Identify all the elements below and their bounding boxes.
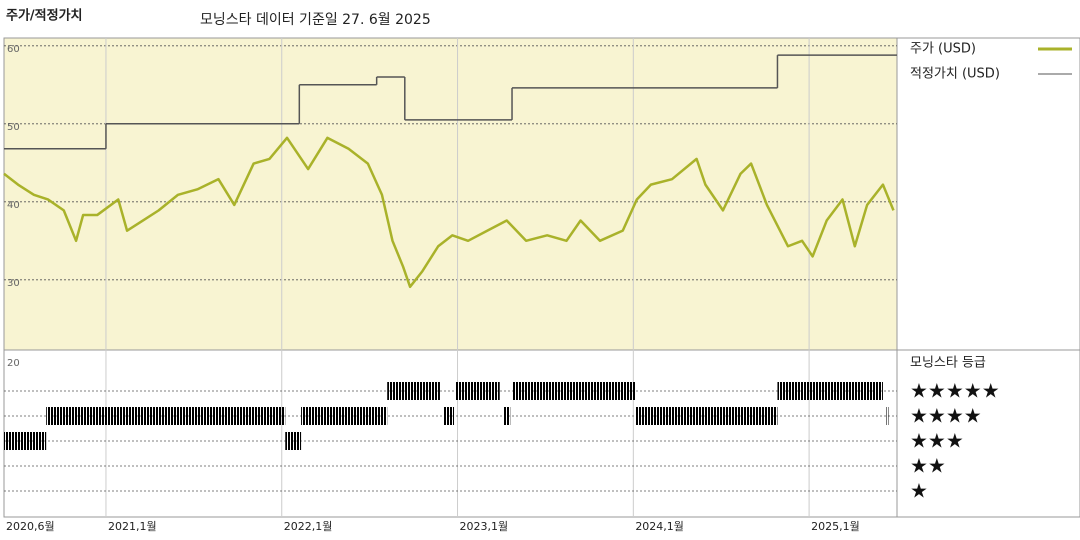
price-line <box>3 136 895 289</box>
rating-bar <box>512 382 636 400</box>
x-tick-label: 2025,1월 <box>811 520 860 533</box>
rating-bar <box>387 382 440 400</box>
rating-level-label: ★ <box>910 479 928 503</box>
rating-bar <box>777 382 883 400</box>
rating-level-label: ★★ <box>910 454 946 478</box>
y-tick-label: 60 <box>7 44 20 55</box>
rating-bar <box>46 407 286 425</box>
y-tick-label: 50 <box>7 122 20 133</box>
legend-label: 적정가치 (USD) <box>910 67 1000 82</box>
x-tick-label: 2024,1월 <box>635 520 684 533</box>
rating-bar <box>503 407 511 425</box>
x-tick-label: 2023,1월 <box>460 520 509 533</box>
frame <box>3 37 1080 518</box>
chart-subtitle: 모닝스타 데이터 기준일 27. 6월 2025 <box>200 12 431 28</box>
ratings-axis-label: 20 <box>7 358 20 369</box>
chart-title: 주가/적정가치 <box>6 8 83 24</box>
legend-label: 주가 (USD) <box>910 42 976 57</box>
price-panel <box>4 38 897 350</box>
x-tick-label: 2022,1월 <box>284 520 333 533</box>
rating-bar <box>4 432 47 450</box>
x-tick-label: 2021,1월 <box>108 520 157 533</box>
y-tick-label: 40 <box>7 200 20 211</box>
y-tick-label: 30 <box>7 278 20 289</box>
rating-level-label: ★★★★★ <box>910 379 1000 403</box>
rating-bar <box>285 432 302 450</box>
rating-level-label: ★★★ <box>910 429 964 453</box>
rating-bar <box>635 407 778 425</box>
rating-bar <box>455 382 500 400</box>
rating-bar <box>301 407 388 425</box>
x-tick-label: 2020,6월 <box>6 520 55 533</box>
ratings-title: 모닝스타 등급 <box>910 356 986 371</box>
rating-level-label: ★★★★ <box>910 404 982 428</box>
rating-bar <box>886 407 889 425</box>
rating-bar <box>443 407 455 425</box>
